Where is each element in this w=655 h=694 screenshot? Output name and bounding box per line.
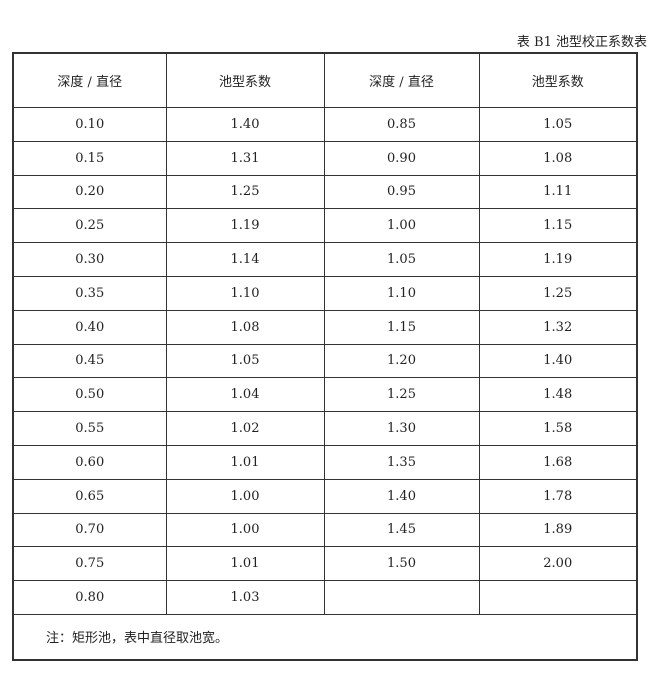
depth-diameter-cell: 1.10 bbox=[323, 275, 480, 311]
pool-coefficient-cell: 1.03 bbox=[165, 580, 325, 615]
pool-coefficient-cell: 1.11 bbox=[478, 174, 638, 210]
depth-diameter-cell bbox=[323, 580, 480, 615]
table-row: 0.50 1.04 1.25 1.48 bbox=[12, 377, 638, 413]
pool-coefficient-cell: 1.00 bbox=[165, 512, 325, 548]
depth-diameter-cell: 0.25 bbox=[12, 208, 167, 244]
header-depth-diameter: 深度 / 直径 bbox=[12, 52, 167, 108]
depth-diameter-cell: 1.15 bbox=[323, 309, 480, 345]
pool-coefficient-cell: 1.01 bbox=[165, 444, 325, 480]
table-row: 0.35 1.10 1.10 1.25 bbox=[12, 275, 638, 311]
pool-coefficient-cell: 1.40 bbox=[478, 343, 638, 379]
depth-diameter-cell: 1.05 bbox=[323, 242, 480, 277]
depth-diameter-cell: 0.20 bbox=[12, 174, 167, 210]
pool-coefficient-cell: 1.10 bbox=[165, 275, 325, 311]
table-note: 注：矩形池，表中直径取池宽。 bbox=[12, 613, 638, 661]
pool-coefficient-cell: 1.05 bbox=[165, 343, 325, 379]
pool-coefficient-cell: 1.15 bbox=[478, 208, 638, 244]
pool-coefficient-cell: 1.14 bbox=[165, 242, 325, 277]
table-row: 0.80 1.03 bbox=[12, 580, 638, 615]
table-caption: 表 B1 池型校正系数表 bbox=[516, 35, 647, 50]
table-row: 0.65 1.00 1.40 1.78 bbox=[12, 478, 638, 514]
depth-diameter-cell: 0.10 bbox=[12, 107, 167, 142]
table-row: 0.70 1.00 1.45 1.89 bbox=[12, 512, 638, 548]
depth-diameter-cell: 0.80 bbox=[12, 580, 167, 615]
depth-diameter-cell: 0.30 bbox=[12, 242, 167, 277]
pool-coefficient-cell: 1.68 bbox=[478, 444, 638, 480]
table-row: 0.15 1.31 0.90 1.08 bbox=[12, 140, 638, 176]
depth-diameter-cell: 0.35 bbox=[12, 275, 167, 311]
header-row: 深度 / 直径 池型系数 深度 / 直径 池型系数 bbox=[12, 52, 638, 108]
header-pool-coefficient: 池型系数 bbox=[478, 52, 638, 108]
depth-diameter-cell: 1.00 bbox=[323, 208, 480, 244]
depth-diameter-cell: 1.50 bbox=[323, 546, 480, 582]
pool-coefficient-cell: 1.25 bbox=[478, 275, 638, 311]
pool-coefficient-cell: 1.08 bbox=[478, 140, 638, 176]
depth-diameter-cell: 0.85 bbox=[323, 107, 480, 142]
depth-diameter-cell: 0.60 bbox=[12, 444, 167, 480]
table-row: 0.55 1.02 1.30 1.58 bbox=[12, 411, 638, 446]
table-row: 0.20 1.25 0.95 1.11 bbox=[12, 174, 638, 210]
pool-coefficient-cell: 1.08 bbox=[165, 309, 325, 345]
depth-diameter-cell: 0.40 bbox=[12, 309, 167, 345]
depth-diameter-cell: 0.95 bbox=[323, 174, 480, 210]
depth-diameter-cell: 0.90 bbox=[323, 140, 480, 176]
pool-coefficient-cell: 1.19 bbox=[478, 242, 638, 277]
table-row: 0.45 1.05 1.20 1.40 bbox=[12, 343, 638, 379]
depth-diameter-cell: 1.30 bbox=[323, 411, 480, 446]
depth-diameter-cell: 0.55 bbox=[12, 411, 167, 446]
header-pool-coefficient: 池型系数 bbox=[165, 52, 325, 108]
header-depth-diameter: 深度 / 直径 bbox=[323, 52, 480, 108]
pool-coefficient-cell: 1.40 bbox=[165, 107, 325, 142]
pool-coefficient-cell: 2.00 bbox=[478, 546, 638, 582]
pool-coefficient-cell: 1.89 bbox=[478, 512, 638, 548]
pool-coefficient-cell: 1.05 bbox=[478, 107, 638, 142]
pool-coefficient-cell: 1.04 bbox=[165, 377, 325, 413]
depth-diameter-cell: 0.45 bbox=[12, 343, 167, 379]
pool-correction-table: 深度 / 直径 池型系数 深度 / 直径 池型系数 0.10 1.40 0.85 1.… bbox=[12, 52, 638, 661]
table-body: 0.10 1.40 0.85 1.05 0.15 1.31 0.90 1.08 0.20 1.25… bbox=[12, 107, 638, 615]
pool-coefficient-cell: 1.00 bbox=[165, 478, 325, 514]
table-row: 0.40 1.08 1.15 1.32 bbox=[12, 309, 638, 345]
pool-coefficient-cell: 1.48 bbox=[478, 377, 638, 413]
pool-coefficient-cell: 1.78 bbox=[478, 478, 638, 514]
depth-diameter-cell: 0.50 bbox=[12, 377, 167, 413]
depth-diameter-cell: 1.25 bbox=[323, 377, 480, 413]
pool-coefficient-cell: 1.25 bbox=[165, 174, 325, 210]
pool-coefficient-cell: 1.32 bbox=[478, 309, 638, 345]
table-row: 0.30 1.14 1.05 1.19 bbox=[12, 242, 638, 277]
depth-diameter-cell: 1.35 bbox=[323, 444, 480, 480]
depth-diameter-cell: 0.70 bbox=[12, 512, 167, 548]
depth-diameter-cell: 1.45 bbox=[323, 512, 480, 548]
pool-coefficient-cell: 1.58 bbox=[478, 411, 638, 446]
depth-diameter-cell: 1.20 bbox=[323, 343, 480, 379]
table-row: 0.60 1.01 1.35 1.68 bbox=[12, 444, 638, 480]
depth-diameter-cell: 0.65 bbox=[12, 478, 167, 514]
pool-coefficient-cell bbox=[478, 580, 638, 615]
table-row: 0.10 1.40 0.85 1.05 bbox=[12, 107, 638, 142]
pool-coefficient-cell: 1.31 bbox=[165, 140, 325, 176]
pool-coefficient-cell: 1.01 bbox=[165, 546, 325, 582]
pool-coefficient-cell: 1.19 bbox=[165, 208, 325, 244]
depth-diameter-cell: 1.40 bbox=[323, 478, 480, 514]
depth-diameter-cell: 0.15 bbox=[12, 140, 167, 176]
note-row: 注：矩形池，表中直径取池宽。 bbox=[12, 613, 638, 661]
table-row: 0.25 1.19 1.00 1.15 bbox=[12, 208, 638, 244]
depth-diameter-cell: 0.75 bbox=[12, 546, 167, 582]
table-row: 0.75 1.01 1.50 2.00 bbox=[12, 546, 638, 582]
pool-coefficient-cell: 1.02 bbox=[165, 411, 325, 446]
